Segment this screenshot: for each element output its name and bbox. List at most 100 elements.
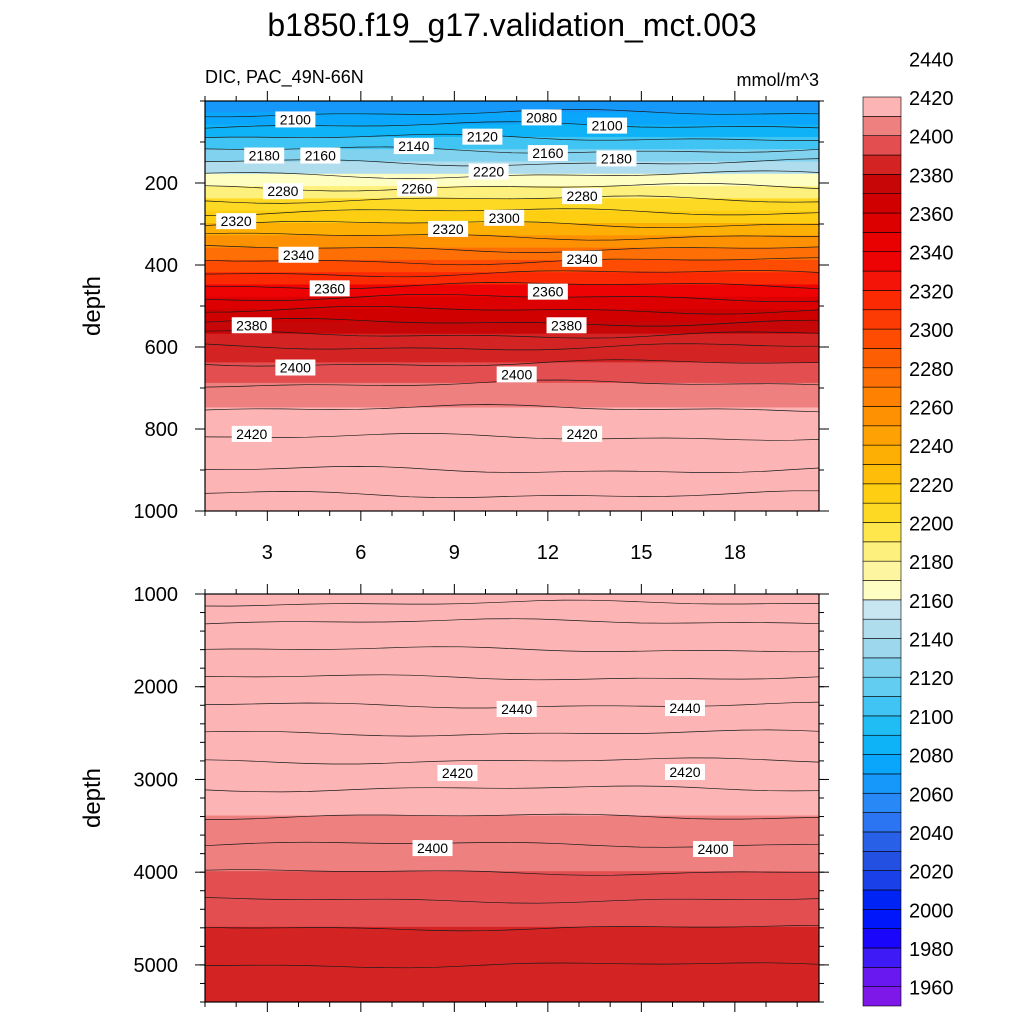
svg-text:2340: 2340 — [567, 251, 598, 267]
contour-label: 2160 — [300, 147, 341, 164]
upper-contour-lines — [205, 109, 819, 498]
contour-line — [205, 182, 819, 192]
colorbar-label: 2140 — [909, 630, 954, 652]
colorbar-label: 2220 — [909, 475, 954, 497]
upper-y-axis-label: depth — [79, 276, 106, 336]
contour-label: 2380 — [546, 317, 587, 334]
colorbar-box — [862, 232, 902, 253]
x-tick-label: 18 — [724, 542, 746, 564]
svg-text:2300: 2300 — [489, 210, 520, 226]
contour-label: 2120 — [462, 128, 503, 145]
colorbar-box — [862, 367, 902, 388]
colorbar-label: 2280 — [909, 359, 954, 381]
contour-line — [205, 208, 819, 216]
contour-line — [205, 924, 819, 932]
svg-text:2420: 2420 — [236, 426, 267, 442]
contour-band — [205, 136, 819, 152]
colorbar-box — [862, 154, 902, 175]
x-tick-label: 3 — [262, 542, 273, 564]
colorbar-box — [862, 889, 902, 910]
svg-text:2160: 2160 — [532, 145, 563, 161]
contour-band — [205, 436, 819, 471]
svg-text:2380: 2380 — [551, 317, 582, 333]
contour-band — [205, 296, 819, 312]
colorbar-label: 1980 — [909, 939, 954, 961]
contour-label: 2280 — [262, 183, 303, 200]
contour-line — [205, 646, 819, 653]
contour-label: 2400 — [412, 840, 453, 857]
colorbar-label: 2020 — [909, 862, 954, 884]
svg-text:2260: 2260 — [401, 180, 432, 196]
contour-label: 2320 — [216, 213, 257, 230]
contour-band — [205, 101, 819, 115]
svg-text:2360: 2360 — [532, 284, 563, 300]
contour-label: 2400 — [275, 359, 316, 376]
contour-band — [205, 284, 819, 299]
contour-label: 2340 — [278, 246, 319, 263]
contour-band — [205, 124, 819, 139]
contour-label: 2280 — [562, 188, 603, 205]
contour-band — [205, 407, 819, 439]
colorbar-box — [862, 174, 902, 195]
contour-label: 2100 — [275, 111, 316, 128]
upper-x-ticks: 3 6 9 12 15 18 — [204, 91, 798, 564]
contour-band — [205, 594, 819, 605]
colorbar-box — [862, 792, 902, 813]
colorbar-box — [862, 386, 902, 407]
colorbar-box — [862, 96, 902, 117]
contour-band — [205, 333, 819, 348]
colorbar-box — [862, 464, 902, 485]
y-tick-label: 800 — [145, 419, 178, 441]
svg-text:2280: 2280 — [267, 183, 298, 199]
contour-band — [205, 235, 819, 250]
colorbar-box — [862, 715, 902, 736]
contour-band — [205, 161, 819, 176]
contour-label: 2340 — [562, 250, 603, 267]
svg-text:2320: 2320 — [433, 221, 464, 237]
contour-line — [205, 170, 819, 179]
svg-text:2400: 2400 — [501, 366, 532, 382]
svg-text:2400: 2400 — [417, 840, 448, 856]
contour-band — [205, 732, 819, 762]
contour-line — [205, 305, 819, 315]
contour-line — [205, 674, 819, 681]
svg-text:2420: 2420 — [567, 426, 598, 442]
contour-band — [205, 871, 819, 901]
svg-text:2080: 2080 — [526, 109, 557, 125]
contour-band — [205, 759, 819, 790]
contour-line — [205, 757, 819, 765]
lower-contour-labels: 2440 2440 2420 2420 2400 2400 — [412, 700, 734, 857]
contour-line — [205, 433, 819, 441]
contour-label: 2220 — [468, 163, 509, 180]
colorbar-box — [862, 580, 902, 601]
contour-line — [205, 618, 819, 625]
y-tick-label: 400 — [145, 255, 178, 277]
contour-label: 2400 — [693, 841, 734, 857]
contour-line — [205, 869, 819, 876]
colorbar-box — [862, 812, 902, 833]
colorbar-box — [862, 638, 902, 659]
colorbar-label: 2080 — [909, 746, 954, 768]
colorbar-label: 2100 — [909, 707, 954, 729]
contour-label: 2420 — [664, 764, 705, 781]
colorbar-box — [862, 522, 902, 543]
colorbar-labels: 1960 1980 2000 2020 2040 2060 2080 2100 2120 2140… — [909, 49, 954, 999]
colorbar-box — [862, 908, 902, 929]
contour-band — [205, 247, 819, 262]
contour-label: 2360 — [309, 280, 350, 297]
contour-label: 2400 — [496, 366, 537, 383]
colorbar-box — [862, 831, 902, 852]
contour-label: 2160 — [527, 145, 568, 162]
colorbar-box — [862, 348, 902, 369]
contour-line — [205, 813, 819, 820]
contour-band — [205, 149, 819, 164]
x-tick-label: 6 — [355, 542, 366, 564]
contour-label: 2260 — [396, 180, 437, 197]
colorbar-box — [862, 212, 902, 233]
contour-band — [205, 321, 819, 336]
colorbar-label: 2160 — [909, 591, 954, 613]
y-tick-label: 4000 — [134, 862, 179, 884]
contour-line — [205, 195, 819, 204]
contour-band — [205, 899, 819, 929]
